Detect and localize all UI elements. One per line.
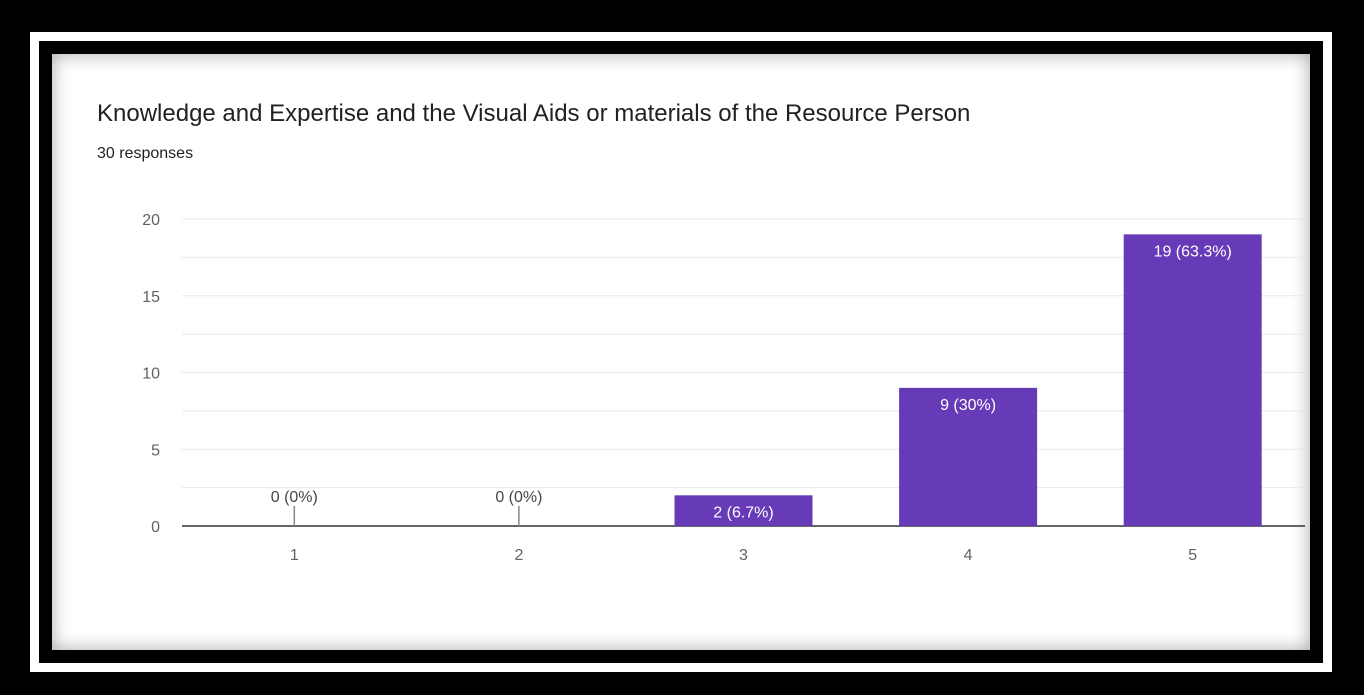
chart-title: Knowledge and Expertise and the Visual A… xyxy=(97,100,971,127)
y-tick-label: 10 xyxy=(142,366,160,383)
y-tick-label: 5 xyxy=(151,442,160,459)
bar-data-label: 9 (30%) xyxy=(940,397,996,414)
x-tick-label: 4 xyxy=(964,547,973,564)
response-count: 30 responses xyxy=(97,145,194,162)
x-tick-label: 2 xyxy=(514,547,523,564)
bar-data-label: 0 (0%) xyxy=(495,489,542,506)
y-tick-label: 0 xyxy=(151,519,160,536)
chart-card xyxy=(52,54,1310,650)
bar xyxy=(899,387,1038,526)
bar-data-label: 2 (6.7%) xyxy=(713,504,773,521)
bar-data-label: 19 (63.3%) xyxy=(1154,243,1232,260)
y-tick-label: 15 xyxy=(142,289,160,306)
x-tick-label: 3 xyxy=(739,547,748,564)
y-tick-label: 20 xyxy=(142,212,160,229)
bar xyxy=(674,495,813,526)
bar xyxy=(1123,234,1262,526)
x-tick-label: 1 xyxy=(290,547,299,564)
x-tick-label: 5 xyxy=(1188,547,1197,564)
bar-data-label: 0 (0%) xyxy=(271,489,318,506)
